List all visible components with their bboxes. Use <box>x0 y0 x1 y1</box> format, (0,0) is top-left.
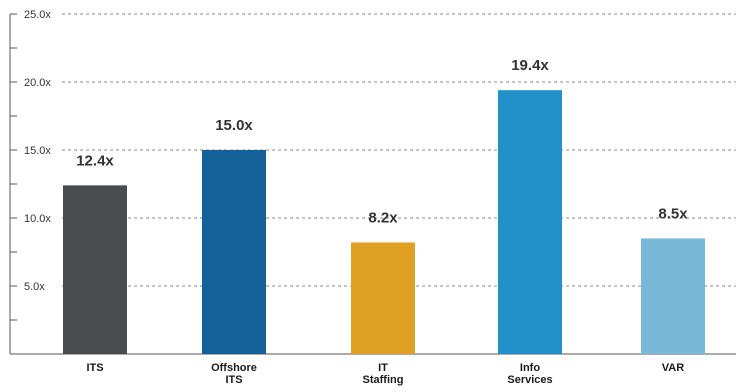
category-label-line: IT <box>378 362 388 374</box>
category-label-line: Services <box>507 374 552 386</box>
category-label-1: Offshore ITS <box>211 362 257 386</box>
bar-4 <box>641 238 705 354</box>
y-tick-label-0: 5.0x <box>24 281 45 293</box>
bar-1 <box>202 150 266 354</box>
bars <box>63 90 705 354</box>
bar-3 <box>498 90 562 354</box>
bar-2 <box>351 242 415 354</box>
category-label-line: VAR <box>662 362 684 374</box>
data-label-2: 8.2x <box>368 209 398 226</box>
data-label-3: 19.4x <box>511 57 549 74</box>
data-label-1: 15.0x <box>215 117 253 134</box>
data-label-0: 12.4x <box>76 152 114 169</box>
category-label-0: ITS <box>86 362 103 374</box>
category-label-3: Info Services <box>507 362 552 386</box>
data-labels: 12.4x 15.0x 8.2x 19.4x 8.5x <box>76 57 688 226</box>
y-tick-label-4: 25.0x <box>24 9 51 21</box>
data-label-4: 8.5x <box>658 205 688 222</box>
category-label-line: ITS <box>225 374 242 386</box>
bar-0 <box>63 185 127 354</box>
category-label-2: IT Staffing <box>363 362 404 386</box>
category-label-line: Staffing <box>363 374 404 386</box>
y-tick-label-2: 15.0x <box>24 145 51 157</box>
category-label-line: Info <box>520 362 540 374</box>
category-label-line: ITS <box>86 362 103 374</box>
category-label-line: Offshore <box>211 362 257 374</box>
y-axis-ticks: 5.0x 10.0x 15.0x 20.0x 25.0x <box>10 9 51 321</box>
y-tick-label-1: 10.0x <box>24 213 51 225</box>
y-tick-label-3: 20.0x <box>24 77 51 89</box>
category-label-4: VAR <box>662 362 684 374</box>
